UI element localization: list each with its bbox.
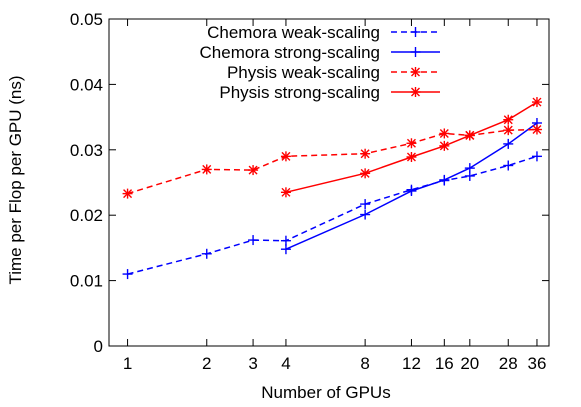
y-axis-label: Time per Flop per GPU (ns) [6, 75, 25, 284]
marker-stroke [465, 130, 475, 140]
marker-stroke [532, 125, 542, 135]
marker-stroke [360, 168, 370, 178]
marker-stroke [411, 67, 420, 77]
x-axis-label: Number of GPUs [261, 383, 390, 402]
marker-stroke [503, 115, 513, 125]
plus-marker [406, 186, 417, 197]
marker-stroke [202, 164, 212, 174]
marker-stroke [360, 149, 370, 159]
plus-marker [531, 151, 542, 162]
star-marker [201, 164, 212, 175]
marker-stroke [406, 152, 416, 162]
y-tick-label: 0.04 [70, 75, 103, 94]
marker-stroke [411, 87, 420, 97]
x-tick-label: 4 [281, 354, 290, 373]
plus-marker [503, 138, 514, 149]
star-marker [503, 125, 514, 136]
star-marker [406, 151, 417, 162]
plus-marker [122, 269, 133, 280]
x-tick-label: 20 [460, 354, 479, 373]
legend-item: Physis strong-scaling [219, 83, 440, 102]
marker-stroke [281, 151, 291, 161]
plus-marker [503, 160, 514, 171]
plus-marker [410, 47, 421, 57]
star-marker [410, 67, 421, 77]
star-marker [360, 148, 371, 159]
star-marker [248, 165, 259, 176]
y-tick-label: 0 [94, 337, 103, 356]
star-marker [280, 151, 291, 162]
legend-item: Physis weak-scaling [227, 63, 440, 82]
y-tick-label: 0.01 [70, 272, 103, 291]
plus-marker [201, 248, 212, 259]
series-physis-strong-scaling [280, 97, 542, 198]
series-chemora-weak-scaling [122, 151, 542, 280]
marker-stroke [532, 97, 542, 107]
marker-stroke [406, 138, 416, 148]
plus-marker [360, 199, 371, 210]
legend-label: Physis weak-scaling [227, 63, 380, 82]
star-marker [439, 140, 450, 151]
x-tick-label: 1 [123, 354, 132, 373]
legend-item: Chemora weak-scaling [207, 23, 440, 42]
legend-label: Physis strong-scaling [219, 83, 380, 102]
x-tick-label: 12 [402, 354, 421, 373]
x-tick-label: 2 [202, 354, 211, 373]
star-marker [280, 187, 291, 198]
marker-stroke [281, 187, 291, 197]
legend-item: Chemora strong-scaling [200, 43, 440, 62]
star-marker [410, 87, 421, 97]
series-chemora-strong-scaling [280, 117, 542, 255]
y-tick-label: 0.05 [70, 10, 103, 29]
marker-stroke [439, 128, 449, 138]
y-tick-label: 0.03 [70, 141, 103, 160]
y-tick-label: 0.02 [70, 206, 103, 225]
x-tick-label: 36 [528, 354, 547, 373]
plus-marker [248, 235, 259, 246]
marker-stroke [503, 125, 513, 135]
plus-marker [360, 209, 371, 220]
series-line [127, 128, 538, 195]
star-marker [406, 138, 417, 149]
series-layer [122, 97, 542, 280]
star-marker [531, 124, 542, 135]
star-marker [503, 114, 514, 125]
legend-label: Chemora weak-scaling [207, 23, 380, 42]
plus-marker [410, 27, 421, 37]
x-tick-label: 8 [360, 354, 369, 373]
marker-stroke [123, 189, 133, 199]
star-marker [464, 130, 475, 141]
plus-marker [280, 244, 291, 255]
x-tick-label: 28 [499, 354, 518, 373]
star-marker [360, 168, 371, 179]
x-tick-label: 3 [248, 354, 257, 373]
x-tick-label: 16 [435, 354, 454, 373]
axes: 00.010.020.030.040.051 2 3 4 8 12 16 20 28 36 [70, 10, 550, 373]
star-marker [531, 97, 542, 108]
star-marker [122, 188, 133, 199]
marker-stroke [439, 141, 449, 151]
star-marker [439, 128, 450, 139]
series-line [127, 155, 538, 275]
legend-label: Chemora strong-scaling [200, 43, 380, 62]
marker-stroke [248, 165, 258, 175]
plot-frame [108, 18, 550, 347]
plus-marker [280, 235, 291, 246]
plus-marker [439, 174, 450, 185]
plus-marker [464, 163, 475, 174]
